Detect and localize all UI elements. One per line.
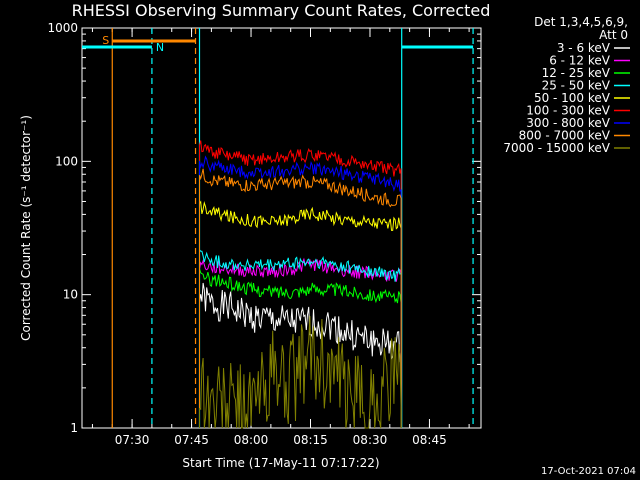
time-interval-markers: SN: [82, 34, 474, 54]
y-tick-label: 10: [63, 288, 78, 302]
series-line: [199, 200, 402, 428]
legend-label: 300 - 800 keV: [526, 116, 610, 130]
chart-title: RHESSI Observing Summary Count Rates, Co…: [72, 1, 491, 20]
y-axis-label: Corrected Count Rate (s⁻¹ detector⁻¹): [19, 115, 33, 341]
series-line: [199, 257, 402, 428]
x-tick-label: 07:45: [174, 433, 209, 447]
x-axis: 07:30 07:45 08:00 08:15 08:30 08:45: [91, 28, 470, 447]
x-tick-label: 08:00: [234, 433, 269, 447]
legend-label: 800 - 7000 keV: [519, 129, 611, 143]
legend-label: 50 - 100 keV: [534, 91, 611, 105]
y-tick-label: 1: [70, 421, 78, 435]
legend-header-attenuator: Att 0: [599, 28, 628, 42]
x-tick-label: 08:15: [293, 433, 328, 447]
interval-marker-label: N: [156, 41, 164, 54]
vertical-markers: [111, 28, 474, 428]
legend-label: 6 - 12 keV: [549, 54, 611, 68]
series-line: [199, 140, 402, 428]
series-line: [199, 316, 402, 429]
legend-label: 25 - 50 keV: [542, 79, 611, 93]
x-axis-label: Start Time (17-May-11 07:17:22): [182, 456, 379, 470]
legend-label: 100 - 300 keV: [526, 104, 610, 118]
legend-header-detectors: Det 1,3,4,5,6,9,: [534, 15, 628, 29]
legend-label: 3 - 6 keV: [557, 41, 611, 55]
footer-date: 17-Oct-2021 07:04: [541, 466, 636, 477]
interval-marker-label: S: [102, 34, 109, 47]
series-line: [199, 268, 402, 428]
x-tick-label: 07:30: [115, 433, 150, 447]
series-group: [199, 140, 402, 429]
y-tick-label: 1000: [47, 21, 78, 35]
legend-label: 7000 - 15000 keV: [503, 141, 610, 155]
plot-frame: [81, 27, 482, 429]
x-tick-label: 08:30: [353, 433, 388, 447]
series-line: [199, 282, 402, 428]
series-line: [199, 155, 402, 428]
legend-label: 12 - 25 keV: [542, 66, 611, 80]
x-tick-label: 08:45: [412, 433, 447, 447]
y-tick-label: 100: [55, 154, 78, 168]
series-line: [199, 248, 402, 428]
series-line: [199, 168, 402, 428]
